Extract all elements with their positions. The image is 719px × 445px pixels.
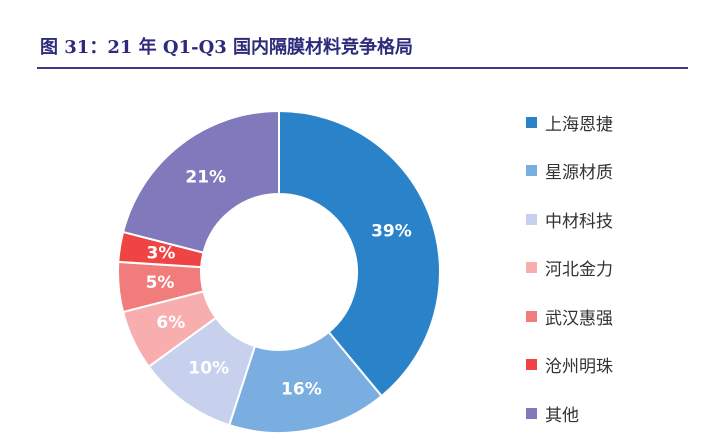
title-divider [37, 67, 688, 69]
legend-label: 中材科技 [545, 211, 613, 232]
legend-label: 河北金力 [545, 260, 613, 280]
slice-label-6: 21% [185, 168, 226, 188]
legend-item-0: 上海恩捷 [526, 110, 613, 135]
slice-1 [227, 330, 384, 434]
legend-swatch [526, 359, 537, 370]
slice-label-5: 3% [147, 243, 176, 263]
legend-swatch [526, 310, 537, 322]
legend-swatch [526, 213, 537, 225]
legend-label: 上海恩捷 [545, 114, 613, 135]
legend-label: 星源材质 [545, 163, 613, 183]
slice-label-0: 39% [371, 222, 412, 242]
legend-item-2: 中材科技 [526, 207, 613, 232]
chart-title: 图 31：21 年 Q1-Q3 国内隔膜材料竞争格局 [40, 37, 414, 58]
legend-item-4: 武汉惠强 [526, 304, 613, 329]
legend-item-6: 其他 [526, 401, 579, 426]
slice-0 [278, 109, 441, 398]
legend-item-5: 沧州明珠 [526, 353, 613, 377]
legend-swatch [526, 262, 537, 273]
slice-label-4: 5% [146, 273, 175, 293]
legend-label: 武汉惠强 [545, 308, 613, 329]
legend-item-3: 河北金力 [526, 256, 613, 280]
slice-label-2: 10% [188, 359, 229, 379]
legend-label: 沧州明珠 [545, 357, 613, 377]
legend-item-1: 星源材质 [526, 159, 613, 183]
legend-swatch [526, 165, 537, 176]
slice-label-1: 16% [281, 379, 322, 399]
legend-label: 其他 [545, 405, 579, 426]
legend-swatch [526, 407, 537, 419]
slice-6 [121, 109, 280, 254]
slice-label-3: 6% [156, 313, 185, 333]
legend-swatch [526, 116, 537, 128]
